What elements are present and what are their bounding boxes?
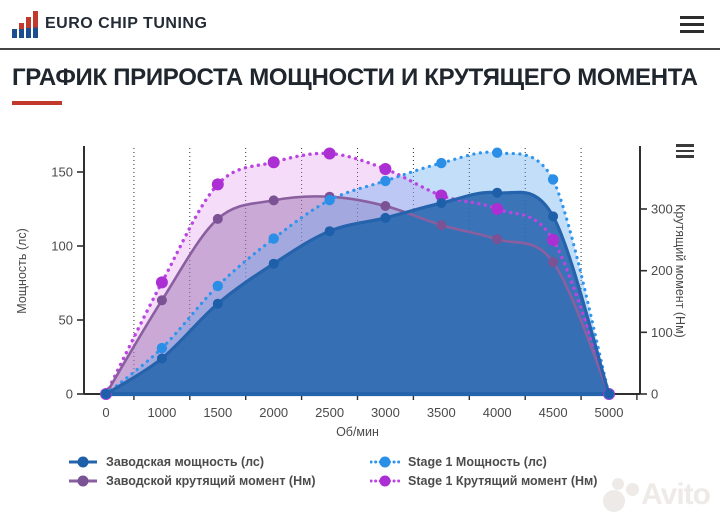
series-areas [106,152,609,394]
svg-text:0: 0 [66,387,73,402]
svg-text:0: 0 [102,405,109,420]
legend-marker-icon [69,475,97,487]
title-accent-bar [12,101,62,105]
brand[interactable]: EURO CHIP TUNING [12,10,207,38]
legend-label: Заводская мощность (лс) [106,455,265,469]
header: EURO CHIP TUNING [0,0,720,48]
series-0-markers[interactable] [101,187,614,399]
svg-text:1500: 1500 [203,405,232,420]
svg-text:2000: 2000 [259,405,288,420]
svg-text:100: 100 [651,325,673,340]
svg-text:5000: 5000 [595,405,624,420]
power-torque-chart: 0 50 100 150 0 100 200 300 0 1000 1500 2000 2500 3000… [0,118,720,452]
svg-text:0: 0 [651,387,658,402]
legend-label: Stage 1 Мощность (лс) [408,455,547,469]
gridlines [133,148,582,394]
bar-chart-logo-icon [12,10,38,38]
legend-marker-icon [370,475,400,487]
legend-item-stock-power[interactable]: Заводская мощность (лс) [68,455,370,469]
svg-text:4500: 4500 [539,405,568,420]
chart-legend: Заводская мощность (лс) Stage 1 Мощность… [68,455,720,488]
series-3-line [104,151,611,396]
legend-marker-icon [69,456,97,468]
legend-marker-icon [370,456,400,468]
svg-text:Об/мин: Об/мин [336,425,379,439]
svg-text:300: 300 [651,202,673,217]
svg-text:150: 150 [51,165,73,180]
svg-text:Мощность (лс): Мощность (лс) [15,228,29,313]
menu-icon[interactable] [678,10,706,39]
legend-item-stage1-torque[interactable]: Stage 1 Крутящий момент (Нм) [370,474,720,488]
svg-text:50: 50 [59,313,73,328]
svg-text:1000: 1000 [147,405,176,420]
svg-text:200: 200 [651,263,673,278]
svg-text:Крутящий момент (Нм): Крутящий момент (Нм) [673,204,687,338]
series-0-area [106,192,609,394]
svg-text:3000: 3000 [371,405,400,420]
legend-item-stage1-power[interactable]: Stage 1 Мощность (лс) [370,455,720,469]
svg-text:3500: 3500 [427,405,456,420]
series-1-line [104,195,611,395]
svg-text:4000: 4000 [483,405,512,420]
svg-text:2500: 2500 [315,405,344,420]
brand-name: EURO CHIP TUNING [45,15,208,32]
svg-text:100: 100 [51,239,73,254]
page-title: ГРАФИК ПРИРОСТА МОЩНОСТИ И КРУТЯЩЕГО МОМ… [12,64,698,91]
series-2-line [104,150,611,396]
chart-menu-icon[interactable] [676,141,694,161]
legend-label: Заводской крутящий момент (Нм) [106,474,316,488]
legend-item-stock-torque[interactable]: Заводской крутящий момент (Нм) [68,474,370,488]
header-divider [0,48,720,50]
legend-label: Stage 1 Крутящий момент (Нм) [408,474,598,488]
